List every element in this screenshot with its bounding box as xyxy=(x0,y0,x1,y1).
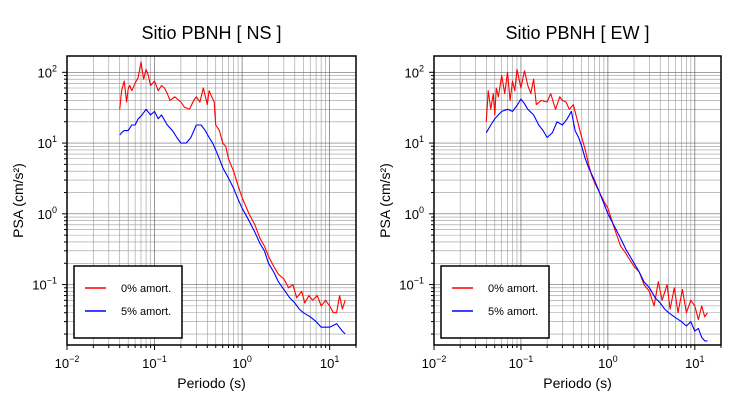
y-tick-label: 10−1 xyxy=(32,276,57,293)
tick-marks xyxy=(429,71,722,350)
y-tick-label: 101 xyxy=(38,134,57,151)
chart-title: Sitio PBNH [ NS ] xyxy=(141,23,281,43)
y-axis-label: PSA (cm/s²) xyxy=(377,163,393,238)
series-line-damped xyxy=(119,108,346,335)
x-tick-label: 101 xyxy=(320,354,339,371)
chart-panel-ew: 10−2 10−1 100 101 10−1 100 101 102 Sitio PBNH [ … xyxy=(377,23,722,391)
x-tick-label: 10−1 xyxy=(142,354,167,371)
legend-label: 5% amort. xyxy=(121,306,171,318)
series-line-damped xyxy=(485,98,708,342)
legend: 0% amort. 5% amort. xyxy=(73,265,183,339)
x-axis-label: Periodo (s) xyxy=(543,375,611,391)
x-tick-label: 101 xyxy=(685,354,704,371)
tick-marks xyxy=(62,71,357,350)
y-tick-label: 100 xyxy=(405,205,424,222)
x-tick-label: 100 xyxy=(598,354,617,371)
x-axis-label: Periodo (s) xyxy=(177,375,245,391)
y-axis-label: PSA (cm/s²) xyxy=(10,163,26,238)
y-tick-label: 10−1 xyxy=(399,276,424,293)
plot-frame xyxy=(66,55,357,346)
legend: 0% amort. 5% amort. xyxy=(440,265,550,339)
y-tick-label: 100 xyxy=(38,205,57,222)
legend-box xyxy=(440,265,550,339)
y-tick-label: 101 xyxy=(405,134,424,151)
legend-label: 0% amort. xyxy=(488,283,538,295)
series-line-undamped xyxy=(485,68,708,321)
x-tick-label: 10−2 xyxy=(422,354,447,371)
grid-major xyxy=(434,56,721,345)
x-tick-label: 10−2 xyxy=(55,354,80,371)
chart-title: Sitio PBNH [ EW ] xyxy=(505,23,649,43)
series-line-undamped xyxy=(119,61,346,314)
x-tick-label: 10−1 xyxy=(509,354,534,371)
legend-label: 5% amort. xyxy=(488,306,538,318)
legend-box xyxy=(73,265,183,339)
y-tick-label: 102 xyxy=(405,63,424,80)
y-tick-label: 102 xyxy=(38,63,57,80)
plot-frame xyxy=(433,55,722,346)
x-tick-label: 100 xyxy=(232,354,251,371)
chart-panel-ns: 10−2 10−1 100 101 10−1 100 101 102 Sitio PBNH [ … xyxy=(10,23,357,391)
legend-label: 0% amort. xyxy=(121,283,171,295)
